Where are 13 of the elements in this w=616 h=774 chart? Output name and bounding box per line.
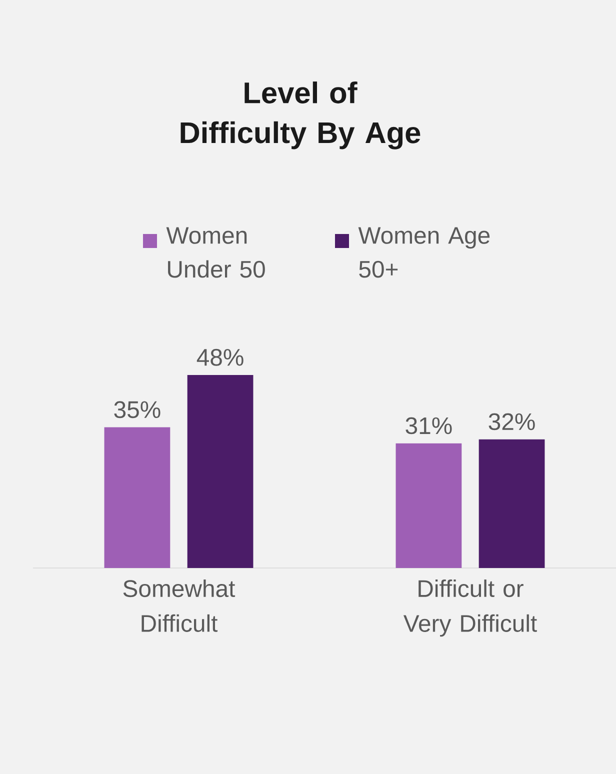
legend-label: Women Age 50+ xyxy=(358,227,490,278)
bar xyxy=(396,443,462,568)
bar xyxy=(104,427,170,568)
data-label: 32% xyxy=(488,413,535,430)
x-tick-label: Difficult or Very Difficult xyxy=(403,580,537,637)
chart-title: Level of Difficulty By Age xyxy=(180,82,420,150)
bar xyxy=(478,439,545,568)
bar xyxy=(187,375,254,568)
x-tick-label: Somewhat Difficult xyxy=(123,580,235,632)
legend-label: Women Under 50 xyxy=(166,227,265,278)
data-label: 31% xyxy=(406,417,452,434)
data-label: 48% xyxy=(196,348,244,366)
data-label: 35% xyxy=(114,401,160,418)
